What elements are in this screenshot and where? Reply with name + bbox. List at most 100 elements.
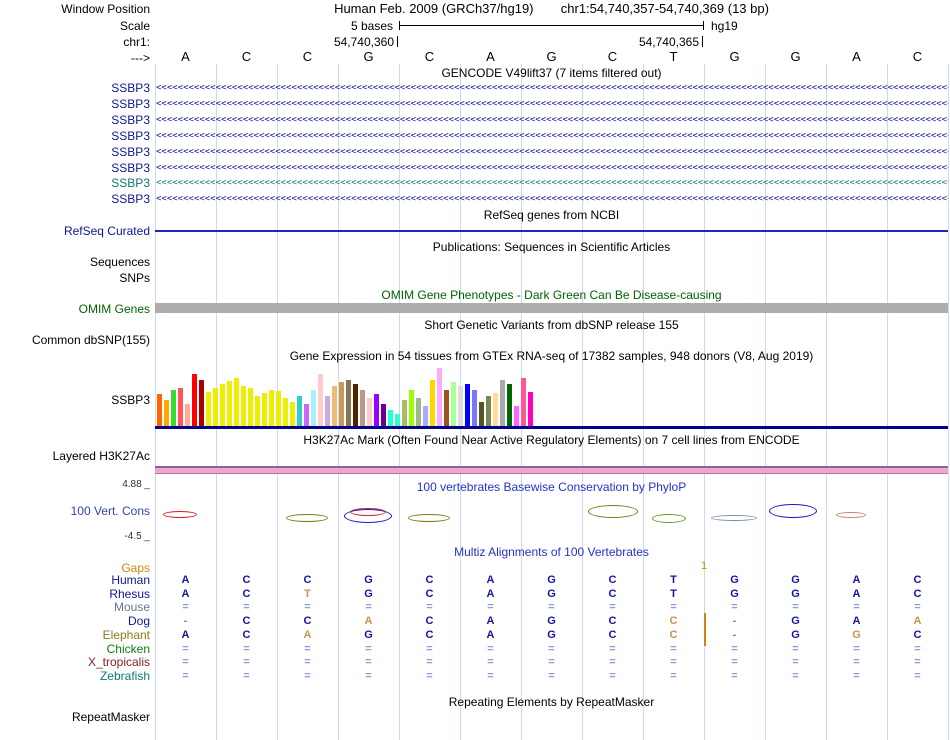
species-label[interactable]: Mouse — [113, 600, 150, 614]
phylop-glyph[interactable] — [836, 512, 866, 518]
gtex-bar[interactable] — [514, 406, 519, 426]
gene-transcript-row[interactable]: <<<<<<<<<<<<<<<<<<<<<<<<<<<<<<<<<<<<<<<<… — [156, 147, 948, 157]
gtex-bar[interactable] — [199, 380, 204, 426]
gtex-bar[interactable] — [444, 390, 449, 426]
gtex-bar[interactable] — [346, 380, 351, 426]
gtex-bar[interactable] — [290, 402, 295, 426]
gene-transcript-row[interactable]: <<<<<<<<<<<<<<<<<<<<<<<<<<<<<<<<<<<<<<<<… — [156, 178, 948, 188]
gtex-bar[interactable] — [360, 390, 365, 426]
gene-transcript-row[interactable]: <<<<<<<<<<<<<<<<<<<<<<<<<<<<<<<<<<<<<<<<… — [156, 194, 948, 204]
h3k27ac-layer-mid[interactable] — [155, 468, 948, 473]
species-label[interactable]: Rhesus — [109, 587, 150, 601]
gtex-bar[interactable] — [388, 410, 393, 426]
gene-row-label[interactable]: SSBP3 — [111, 113, 150, 127]
gtex-bar[interactable] — [276, 391, 281, 426]
gtex-bar[interactable] — [486, 396, 491, 426]
gtex-bar[interactable] — [262, 393, 267, 426]
gtex-bar[interactable] — [255, 396, 260, 426]
gtex-bar[interactable] — [178, 388, 183, 426]
gtex-bar[interactable] — [409, 390, 414, 426]
refseq-curated-label[interactable]: RefSeq Curated — [63, 224, 150, 238]
gtex-bar[interactable] — [297, 396, 302, 426]
h3k27ac-label[interactable]: Layered H3K27Ac — [52, 449, 150, 463]
species-label[interactable]: Human — [111, 573, 150, 587]
gene-row-label[interactable]: SSBP3 — [111, 97, 150, 111]
phylop-glyph[interactable] — [588, 504, 638, 518]
phylop-glyph[interactable] — [711, 515, 757, 521]
gtex-bar[interactable] — [472, 390, 477, 426]
h3k27ac-layer-bottom[interactable] — [155, 473, 948, 474]
gtex-bar[interactable] — [241, 386, 246, 426]
species-label[interactable]: X_tropicalis — [87, 655, 150, 669]
gtex-bar[interactable] — [311, 390, 316, 426]
gtex-bar[interactable] — [528, 392, 533, 426]
gene-row-label[interactable]: SSBP3 — [111, 129, 150, 143]
gtex-bar[interactable] — [283, 398, 288, 426]
gtex-bar[interactable] — [458, 386, 463, 426]
gtex-bar[interactable] — [157, 394, 162, 426]
phylop-glyph[interactable] — [769, 504, 817, 518]
gtex-bar[interactable] — [353, 384, 358, 426]
gtex-bar[interactable] — [416, 398, 421, 426]
gtex-bar[interactable] — [381, 404, 386, 426]
gtex-bar[interactable] — [493, 393, 498, 426]
gtex-bar[interactable] — [325, 396, 330, 426]
gene-row-label[interactable]: SSBP3 — [111, 161, 150, 175]
phylop-glyph[interactable] — [652, 513, 686, 523]
gtex-gene-label[interactable]: SSBP3 — [111, 393, 150, 407]
species-label[interactable]: Dog — [127, 614, 150, 628]
species-label[interactable]: Elephant — [102, 628, 150, 642]
gtex-bar[interactable] — [318, 374, 323, 426]
species-label[interactable]: Zebrafish — [99, 669, 150, 683]
gtex-bar[interactable] — [304, 404, 309, 426]
gtex-bar[interactable] — [479, 402, 484, 426]
gtex-bar[interactable] — [164, 400, 169, 426]
gtex-bar[interactable] — [269, 390, 274, 426]
gtex-bar[interactable] — [451, 382, 456, 426]
phylop-glyph[interactable] — [163, 510, 197, 518]
gtex-bar[interactable] — [213, 388, 218, 426]
phylop-glyph[interactable] — [408, 514, 450, 522]
refseq-curated-item[interactable] — [155, 230, 948, 232]
gtex-bar[interactable] — [374, 394, 379, 426]
gene-row-label[interactable]: SSBP3 — [111, 81, 150, 95]
gtex-bar[interactable] — [227, 381, 232, 426]
gtex-bar[interactable] — [248, 388, 253, 426]
gene-transcript-row[interactable]: <<<<<<<<<<<<<<<<<<<<<<<<<<<<<<<<<<<<<<<<… — [156, 131, 948, 141]
gene-row-label[interactable]: SSBP3 — [111, 192, 150, 206]
gene-transcript-row[interactable]: <<<<<<<<<<<<<<<<<<<<<<<<<<<<<<<<<<<<<<<<… — [156, 99, 948, 109]
gtex-bar[interactable] — [465, 384, 470, 426]
gtex-bar[interactable] — [332, 386, 337, 426]
phylop-glyph[interactable] — [350, 508, 386, 516]
gtex-bar[interactable] — [395, 414, 400, 426]
phylop-track-label[interactable]: 100 Vert. Cons — [70, 504, 150, 518]
gene-transcript-row[interactable]: <<<<<<<<<<<<<<<<<<<<<<<<<<<<<<<<<<<<<<<<… — [156, 163, 948, 173]
gene-transcript-row[interactable]: <<<<<<<<<<<<<<<<<<<<<<<<<<<<<<<<<<<<<<<<… — [156, 115, 948, 125]
gtex-bar[interactable] — [423, 406, 428, 426]
gtex-bar[interactable] — [339, 382, 344, 426]
sequences-label[interactable]: Sequences — [89, 255, 150, 269]
gtex-bar[interactable] — [234, 378, 239, 426]
gtex-bar[interactable] — [185, 404, 190, 426]
omim-genes-bar[interactable] — [155, 303, 948, 313]
gtex-bar[interactable] — [500, 380, 505, 426]
gene-row-label[interactable]: SSBP3 — [111, 145, 150, 159]
gene-transcript-row[interactable]: <<<<<<<<<<<<<<<<<<<<<<<<<<<<<<<<<<<<<<<<… — [156, 83, 948, 93]
gtex-bar[interactable] — [220, 384, 225, 426]
gtex-bar[interactable] — [402, 400, 407, 426]
gene-row-label[interactable]: SSBP3 — [111, 176, 150, 190]
gtex-bar[interactable] — [367, 398, 372, 426]
phylop-glyph[interactable] — [286, 514, 328, 522]
common-dbsnp-label[interactable]: Common dbSNP(155) — [31, 333, 150, 347]
gaps-label[interactable]: Gaps — [121, 561, 150, 575]
repeatmasker-label[interactable]: RepeatMasker — [71, 710, 150, 724]
omim-genes-label[interactable]: OMIM Genes — [78, 302, 150, 316]
gtex-bar[interactable] — [206, 392, 211, 426]
gtex-bar[interactable] — [192, 374, 197, 426]
gtex-bar[interactable] — [437, 368, 442, 426]
snps-label[interactable]: SNPs — [119, 271, 150, 285]
gtex-bar[interactable] — [430, 380, 435, 426]
species-label[interactable]: Chicken — [106, 642, 150, 656]
h3k27ac-layer-top[interactable] — [155, 466, 948, 468]
gtex-bar[interactable] — [171, 390, 176, 426]
